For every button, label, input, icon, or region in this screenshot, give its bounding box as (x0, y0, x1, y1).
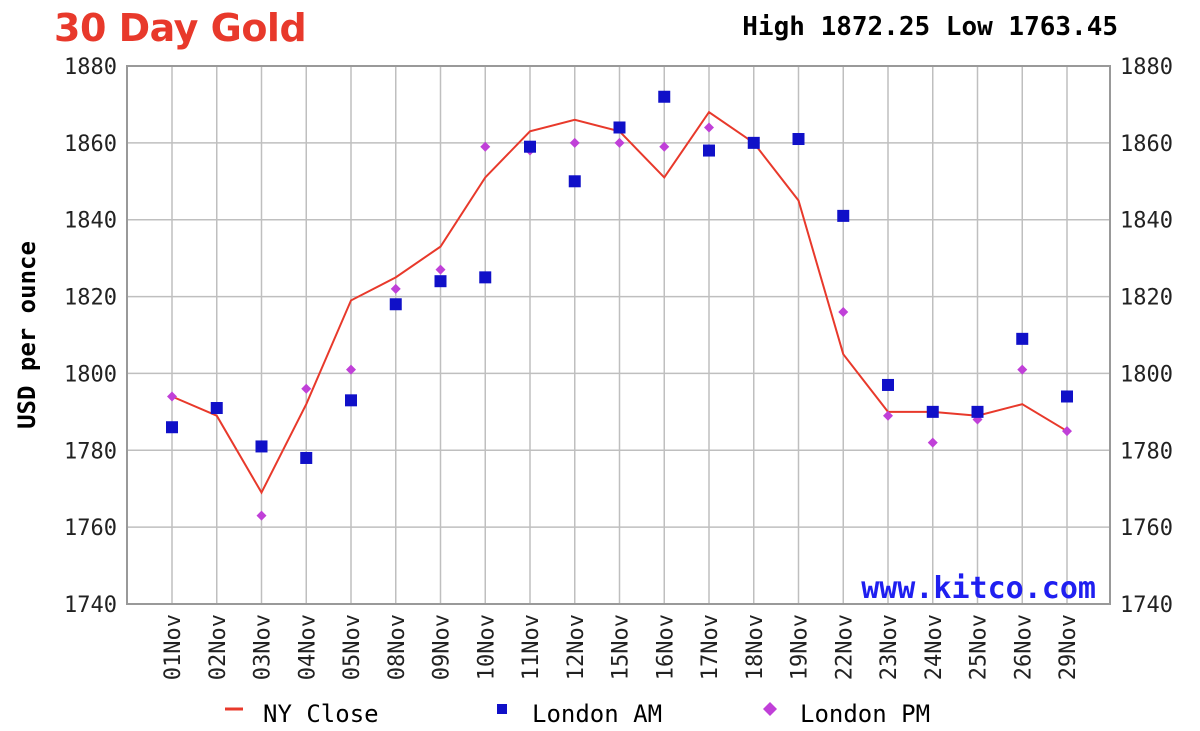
chart-title: 30 Day Gold (54, 6, 307, 50)
y-tick-label-right: 1880 (1120, 55, 1173, 80)
london-am-point (882, 378, 894, 391)
x-tick-label: 08Nov (385, 614, 410, 680)
y-tick-label-right: 1820 (1120, 286, 1173, 311)
x-tick-label: 22Nov (832, 614, 857, 680)
y-tick-label-right: 1840 (1120, 209, 1173, 234)
london-pm-point (480, 141, 491, 152)
london-am-point (166, 421, 178, 434)
y-tick-label-right: 1760 (1120, 516, 1173, 541)
legend-london-am-swatch (497, 704, 507, 714)
y-tick-label-right: 1860 (1120, 132, 1173, 157)
x-tick-label: 03Nov (251, 614, 276, 680)
x-tick-label: 01Nov (161, 614, 186, 680)
london-am-point (434, 275, 447, 288)
y-axis-right: 1740 1760 1780 1800 1820 1840 1860 1880 (1120, 55, 1173, 618)
y-tick-label-left: 1820 (64, 286, 117, 311)
london-pm-point (614, 137, 625, 148)
london-am-point (524, 140, 536, 153)
x-tick-label: 18Nov (743, 614, 768, 680)
x-tick-label: 11Nov (519, 614, 544, 680)
london-am-point (210, 402, 223, 415)
legend-label: NY Close (263, 700, 379, 728)
y-tick-label-right: 1800 (1120, 362, 1173, 387)
london-pm-point (927, 437, 938, 448)
x-tick-label: 29Nov (1056, 614, 1081, 680)
x-tick-label: 05Nov (340, 614, 365, 680)
london-pm-point (704, 122, 714, 133)
x-tick-label: 23Nov (877, 614, 902, 680)
legend-label: London AM (532, 700, 662, 728)
x-tick-label: 25Nov (967, 614, 992, 680)
london-am-point (792, 133, 805, 146)
london-pm-point (569, 137, 580, 148)
x-tick-label: 12Nov (564, 614, 589, 680)
legend-label: London PM (800, 700, 930, 728)
y-tick-label-right: 1780 (1120, 439, 1173, 464)
kitco-watermark: www.kitco.com (861, 571, 1096, 606)
london-pm-point (883, 410, 893, 421)
x-axis: 01Nov 02Nov 03Nov 04Nov 05Nov 08Nov 09Nov 10Nov… (161, 614, 1081, 680)
high-label: High (742, 12, 805, 42)
x-tick-label: 17Nov (698, 614, 723, 680)
plot-frame (126, 65, 1111, 605)
london-am-point (926, 405, 939, 418)
x-tick-label: 15Nov (609, 614, 634, 680)
series-layer (166, 90, 1073, 521)
london-am-point (255, 440, 268, 453)
x-tick-label: 02Nov (206, 614, 231, 680)
london-pm-point (659, 141, 670, 152)
legend-london-pm-swatch (763, 702, 777, 716)
london-am-point (1016, 332, 1029, 345)
x-tick-label: 19Nov (788, 614, 813, 680)
y-tick-label-left: 1740 (64, 593, 117, 618)
high-low-readout: High 1872.25 Low 1763.45 (742, 12, 1118, 42)
london-am-point (703, 144, 715, 157)
london-am-point (837, 209, 850, 222)
london-pm-point (390, 283, 401, 294)
london-pm-point (1062, 426, 1072, 437)
london-am-point (658, 90, 671, 103)
london-am-point (300, 451, 313, 464)
y-tick-label-right: 1740 (1120, 593, 1173, 618)
x-tick-label: 24Nov (922, 614, 947, 680)
high-value: 1872.25 (820, 12, 931, 42)
london-pm-point (1017, 364, 1028, 375)
london-am-point (747, 136, 760, 149)
y-tick-label-left: 1780 (64, 439, 117, 464)
x-tick-label: 04Nov (295, 614, 320, 680)
x-tick-label: 09Nov (430, 614, 455, 680)
london-am-point (568, 175, 581, 188)
london-pm-point (301, 383, 312, 394)
x-tick-label: 26Nov (1011, 614, 1036, 680)
y-tick-label-left: 1880 (64, 55, 117, 80)
london-am-point (971, 405, 984, 418)
london-am-point (613, 121, 626, 134)
legend: NY Close London AM London PM (225, 700, 930, 728)
y-axis-left: 1740 1760 1780 1800 1820 1840 1860 1880 (64, 55, 117, 618)
london-am-point (389, 298, 402, 311)
london-pm-point (167, 391, 177, 402)
y-tick-label-left: 1840 (64, 209, 117, 234)
london-pm-point (838, 306, 849, 317)
london-pm-point (346, 364, 356, 375)
london-am-point (1061, 390, 1073, 403)
low-label: Low (945, 12, 993, 42)
y-tick-label-left: 1860 (64, 132, 117, 157)
x-tick-label: 10Nov (474, 614, 499, 680)
y-tick-label-left: 1800 (64, 362, 117, 387)
low-value: 1763.45 (1008, 12, 1118, 42)
y-tick-label-left: 1760 (64, 516, 117, 541)
london-pm-point (435, 264, 446, 275)
london-am-point (479, 271, 492, 284)
london-pm-point (256, 510, 267, 521)
y-axis-label: USD per ounce (13, 241, 41, 429)
london-am-point (345, 394, 357, 407)
x-tick-label: 16Nov (653, 614, 678, 680)
